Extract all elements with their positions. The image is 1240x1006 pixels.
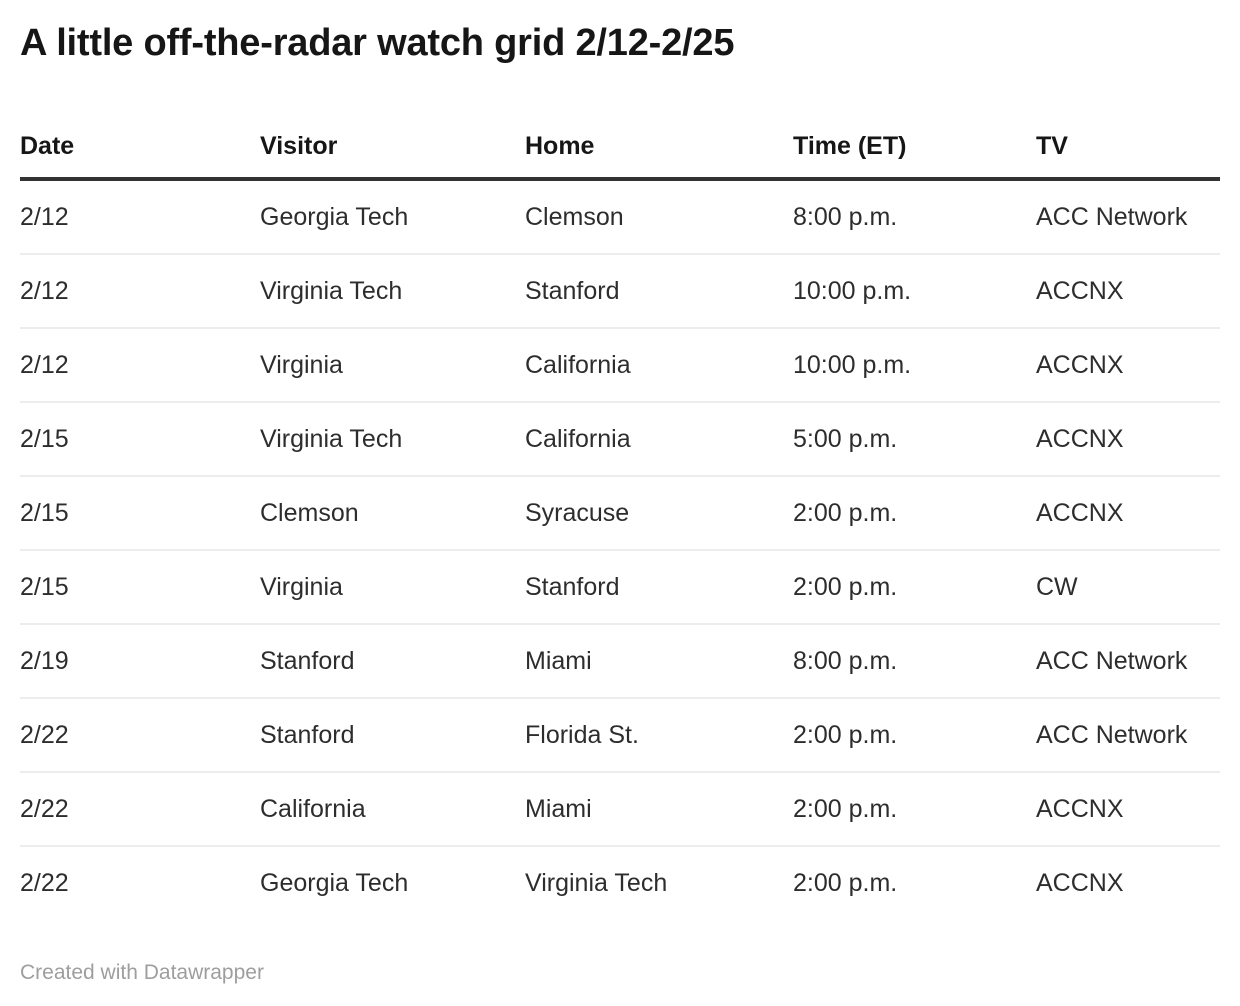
cell-home: Stanford (525, 549, 793, 625)
cell-visitor: Virginia (260, 549, 525, 625)
cell-date: 2/15 (20, 549, 260, 625)
cell-tv: ACCNX (1036, 771, 1220, 847)
cell-time: 2:00 p.m. (793, 868, 898, 897)
cell-visitor: Stanford (260, 623, 525, 699)
datawrapper-table-card: A little off-the-radar watch grid 2/12-2… (20, 22, 1220, 985)
table-row: 2/15 Virginia Tech California 5:00 p.m. … (20, 401, 1220, 477)
cell-tv: CW (1036, 549, 1220, 625)
cell-home: Virginia Tech (525, 868, 668, 897)
cell-time: 2:00 p.m. (793, 771, 1036, 847)
cell-time: 5:00 p.m. (793, 401, 1036, 477)
cell-date: 2/12 (20, 178, 260, 255)
table-row: 2/15 Virginia Stanford 2:00 p.m. CW (20, 549, 1220, 625)
table-row: 2/15 Clemson Syracuse 2:00 p.m. ACCNX (20, 475, 1220, 551)
cell-home: Miami (525, 623, 793, 699)
cell-tv: ACCNX (1036, 475, 1220, 551)
cell-time: 8:00 p.m. (793, 178, 1036, 255)
datawrapper-attribution-link[interactable]: Created with Datawrapper (20, 960, 264, 984)
cell-visitor: Georgia Tech (260, 868, 409, 897)
cell-time: 10:00 p.m. (793, 253, 1036, 329)
cell-date: 2/22 (20, 771, 260, 847)
cell-time: 10:00 p.m. (793, 327, 1036, 403)
cell-date: 2/15 (20, 475, 260, 551)
cell-date: 2/12 (20, 327, 260, 403)
cell-visitor: Virginia (260, 327, 525, 403)
cell-home: Syracuse (525, 475, 793, 551)
table-row: 2/12 Georgia Tech Clemson 8:00 p.m. ACC … (20, 178, 1220, 255)
cell-home: Florida St. (525, 697, 793, 773)
cell-visitor: Virginia Tech (260, 253, 525, 329)
cell-time: 2:00 p.m. (793, 697, 1036, 773)
cell-date: 2/12 (20, 253, 260, 329)
table-row: 2/12 Virginia Tech Stanford 10:00 p.m. A… (20, 253, 1220, 329)
cell-home: Clemson (525, 178, 793, 255)
watch-grid-table: Date Visitor Home Time (ET) TV 2/12 Geor… (20, 129, 1220, 919)
footer: Created with Datawrapper (20, 961, 1220, 985)
cell-home: California (525, 401, 793, 477)
cell-time: 2:00 p.m. (793, 475, 1036, 551)
cell-tv: ACCNX (1036, 253, 1220, 329)
column-header-visitor: Visitor (260, 129, 525, 181)
cell-visitor: Clemson (260, 475, 525, 551)
cell-tv: ACCNX (1036, 401, 1220, 477)
cell-date: 2/22 (20, 868, 69, 897)
cell-time: 2:00 p.m. (793, 549, 1036, 625)
cell-home: Stanford (525, 253, 793, 329)
cell-tv: ACCNX (1036, 868, 1124, 897)
cell-visitor: Stanford (260, 697, 525, 773)
table-row: 2/12 Virginia California 10:00 p.m. ACCN… (20, 327, 1220, 403)
column-header-tv: TV (1036, 129, 1220, 181)
cell-visitor: Virginia Tech (260, 401, 525, 477)
column-header-time: Time (ET) (793, 129, 1036, 181)
cell-visitor: Georgia Tech (260, 178, 525, 255)
cell-date: 2/22 (20, 697, 260, 773)
table-row: 2/19 Stanford Miami 8:00 p.m. ACC Networ… (20, 623, 1220, 699)
table-row: 2/22 Georgia Tech Virginia Tech 2:00 p.m… (20, 846, 1220, 919)
page-title: A little off-the-radar watch grid 2/12-2… (20, 22, 735, 64)
column-header-date: Date (20, 129, 260, 181)
table-row: 2/22 California Miami 2:00 p.m. ACCNX (20, 771, 1220, 847)
cell-home: California (525, 327, 793, 403)
cell-visitor: California (260, 771, 525, 847)
cell-home: Miami (525, 771, 793, 847)
cell-tv: ACC Network (1036, 623, 1220, 699)
cell-tv: ACC Network (1036, 697, 1220, 773)
cell-time: 8:00 p.m. (793, 623, 1036, 699)
cell-tv: ACCNX (1036, 327, 1220, 403)
cell-date: 2/19 (20, 623, 260, 699)
table-header-row: Date Visitor Home Time (ET) TV (20, 129, 1220, 181)
cell-date: 2/15 (20, 401, 260, 477)
cell-tv: ACC Network (1036, 178, 1220, 255)
column-header-home: Home (525, 129, 793, 181)
table-row: 2/22 Stanford Florida St. 2:00 p.m. ACC … (20, 697, 1220, 773)
